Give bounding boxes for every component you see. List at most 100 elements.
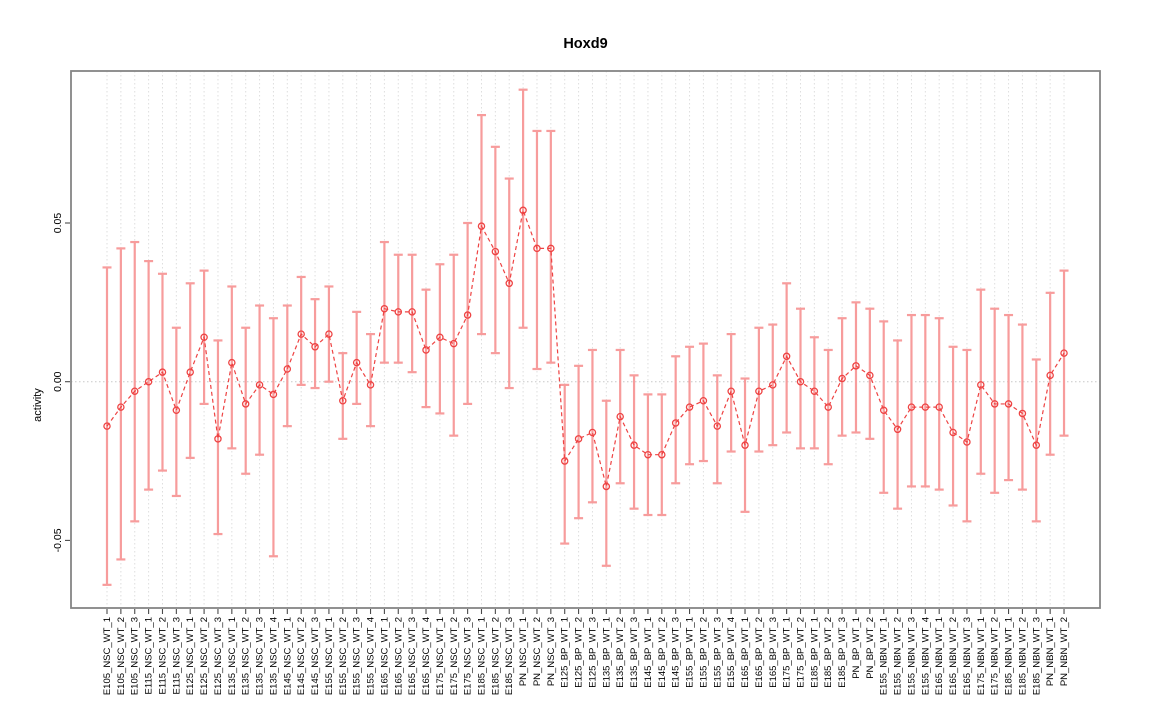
data-point [574, 435, 583, 443]
y-tick-label: 0.05 [52, 213, 64, 234]
x-tick-label: E165_BP_WT_1 [740, 617, 751, 688]
x-tick-label: E105_NSC_WT_2 [116, 617, 127, 695]
data-point [852, 362, 860, 370]
x-tick-label: E175_NSC_WT_1 [435, 617, 446, 695]
x-tick-label: E165_NSC_WT_2 [393, 617, 404, 695]
x-tick-label: PN_BP_WT_1 [851, 617, 862, 679]
x-tick-label: E135_BP_WT_2 [615, 617, 626, 688]
x-tick-label: E165_NSC_WT_4 [421, 617, 432, 695]
data-point [422, 346, 430, 354]
data-point [796, 377, 805, 386]
data-point [1046, 371, 1054, 380]
x-tick-label: E165_NBN_WT_1 [934, 617, 945, 695]
data-point [408, 308, 416, 316]
data-point [838, 374, 846, 383]
x-tick-label: E165_NSC_WT_1 [379, 617, 390, 695]
data-point [241, 400, 250, 408]
x-tick-label: E145_NSC_WT_1 [282, 617, 293, 695]
x-tick-label: E185_BP_WT_3 [837, 617, 848, 688]
data-point [283, 365, 292, 373]
x-tick-label: E125_BP_WT_1 [560, 617, 571, 688]
x-tick-label: E135_NSC_WT_2 [241, 617, 252, 695]
x-tick-label: E155_NBN_WT_1 [879, 617, 890, 695]
data-point [255, 381, 264, 389]
x-tick-label: E135_NSC_WT_4 [268, 617, 279, 695]
data-point [339, 396, 347, 405]
x-tick-label: E155_NBN_WT_3 [906, 617, 917, 695]
x-tick-label: E185_NBN_WT_1 [1004, 617, 1015, 695]
data-point [1004, 400, 1013, 408]
series-line [106, 208, 1065, 487]
x-tick-label: PN_NSC_WT_2 [532, 617, 543, 686]
x-tick-label: E185_NBN_WT_2 [1017, 617, 1028, 695]
x-tick-label: E165_BP_WT_3 [768, 617, 779, 688]
x-tick-label: E115_NSC_WT_2 [157, 617, 168, 694]
data-point [699, 396, 708, 405]
x-tick-label: E155_BP_WT_1 [685, 617, 696, 688]
data-point [158, 368, 167, 376]
data-point [547, 244, 555, 253]
x-tick-label: E165_NSC_WT_3 [407, 617, 418, 695]
data-point [963, 438, 971, 446]
data-point [200, 333, 208, 342]
data-point [879, 406, 888, 415]
chart-title: Hoxd9 [563, 36, 608, 52]
x-tick-label: E175_NBN_WT_2 [990, 617, 1001, 695]
x-tick-label: E125_NSC_WT_1 [185, 617, 196, 695]
data-point [436, 333, 444, 342]
data-point [921, 403, 930, 411]
data-point [1018, 409, 1027, 418]
data-point [644, 450, 652, 459]
x-tick-label: E155_NSC_WT_2 [338, 617, 349, 695]
x-tick-label: E135_BP_WT_3 [629, 617, 640, 688]
data-point [824, 403, 832, 411]
x-tick-label: E115_NSC_WT_1 [144, 617, 155, 694]
x-tick-label: PN_NBN_WT_1 [1045, 617, 1056, 686]
data-point [727, 387, 735, 395]
x-tick-label: E185_NSC_WT_1 [476, 617, 487, 695]
data-point [366, 381, 375, 389]
data-point [713, 422, 722, 430]
data-point [103, 422, 111, 430]
data-point [949, 428, 957, 437]
x-tick-label: E135_NSC_WT_3 [255, 617, 266, 695]
data-point [380, 304, 389, 313]
x-tick-label: E155_NBN_WT_2 [893, 617, 904, 695]
data-point [1032, 441, 1041, 449]
x-tick-label: E155_NSC_WT_1 [324, 617, 335, 695]
x-tick-label: E115_NSC_WT_3 [171, 617, 182, 694]
data-point [269, 390, 278, 399]
x-tick-label: E155_NSC_WT_4 [366, 617, 377, 695]
data-point [352, 358, 361, 367]
data-point [463, 311, 472, 319]
x-tick-label: E175_NBN_WT_1 [976, 617, 987, 695]
data-point [144, 377, 153, 386]
data-point [769, 381, 777, 389]
data-point [671, 419, 680, 427]
data-point [685, 403, 694, 411]
x-tick-label: E185_NSC_WT_2 [490, 617, 501, 695]
data-point [782, 352, 791, 361]
x-tick-label: E175_NSC_WT_2 [449, 617, 460, 695]
x-tick-label: E175_BP_WT_1 [782, 617, 793, 688]
x-tick-label: E185_BP_WT_2 [823, 617, 834, 688]
y-tick-label: 0.00 [52, 371, 64, 392]
x-tick-label: E145_NSC_WT_3 [310, 617, 321, 695]
x-tick-label: E105_NSC_WT_3 [130, 617, 141, 695]
data-point [588, 428, 597, 437]
data-point [519, 206, 527, 215]
x-tick-label: E185_BP_WT_1 [809, 617, 820, 688]
x-tick-label: E125_NSC_WT_3 [213, 617, 224, 695]
data-point [214, 435, 222, 443]
data-point [325, 330, 333, 338]
data-point [172, 406, 181, 415]
data-point [866, 371, 874, 380]
data-point [186, 368, 194, 376]
data-point [977, 381, 985, 389]
x-tick-label: E165_BP_WT_2 [754, 617, 765, 688]
data-point [616, 412, 624, 421]
x-tick-label: E105_NSC_WT_1 [102, 617, 113, 695]
data-point [1060, 349, 1068, 357]
data-point [533, 244, 541, 253]
